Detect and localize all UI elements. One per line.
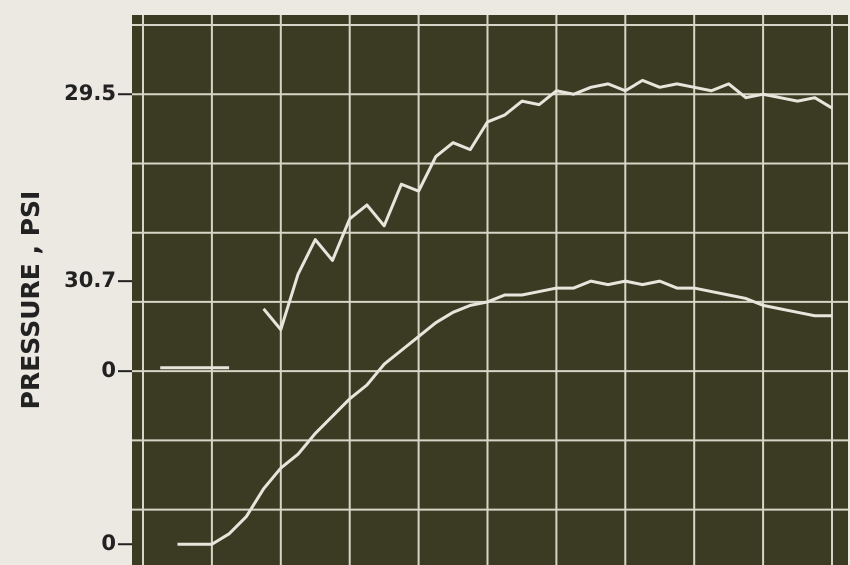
y-tick-label: 0 xyxy=(101,531,116,555)
y-axis-label: PRESSURE , PSI xyxy=(16,191,45,410)
y-tick-label: 29.5 xyxy=(64,81,116,105)
scope-screen xyxy=(132,15,848,565)
trace xyxy=(177,279,832,546)
y-tick-label: 0 xyxy=(101,358,116,382)
y-tick-label: 30.7 xyxy=(64,268,116,292)
trace xyxy=(160,78,833,370)
